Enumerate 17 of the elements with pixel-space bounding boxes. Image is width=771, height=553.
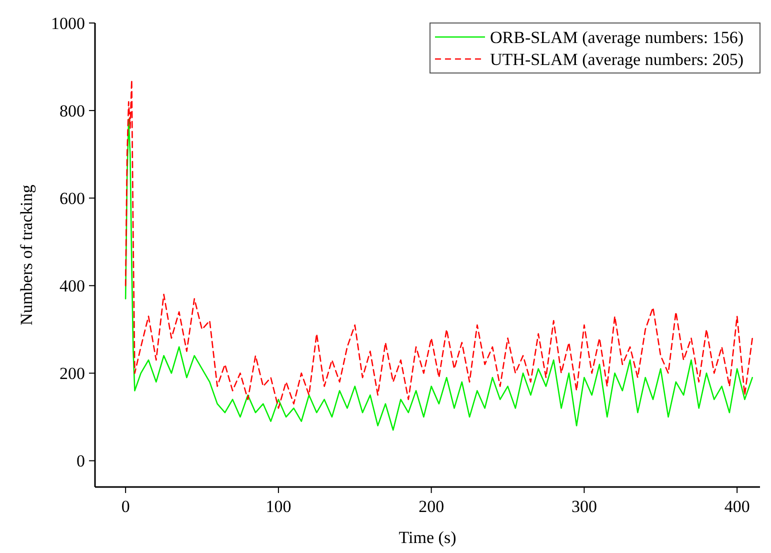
y-tick-label: 0	[76, 452, 85, 471]
x-tick-label: 200	[418, 497, 444, 516]
y-tick-label: 1000	[51, 14, 85, 33]
x-tick-label: 400	[724, 497, 750, 516]
y-tick-label: 400	[60, 276, 85, 296]
y-tick-label: 200	[60, 364, 85, 384]
y-tick-label: 600	[60, 189, 85, 208]
y-tick-label: 800	[60, 101, 85, 120]
line-series	[124, 79, 754, 409]
x-tick-label: 300	[571, 497, 597, 516]
legend-label: ORB-SLAM (average numbers: 156)	[490, 28, 744, 47]
x-tick-label: 100	[266, 497, 292, 516]
legend-label: UTH-SLAM (average numbers: 205)	[490, 50, 744, 69]
x-tick-label: 0	[121, 497, 130, 516]
x-axis-title: Time (s)	[398, 528, 456, 547]
y-axis-title: Numbers of tracking	[17, 184, 36, 326]
line-series	[124, 118, 754, 431]
